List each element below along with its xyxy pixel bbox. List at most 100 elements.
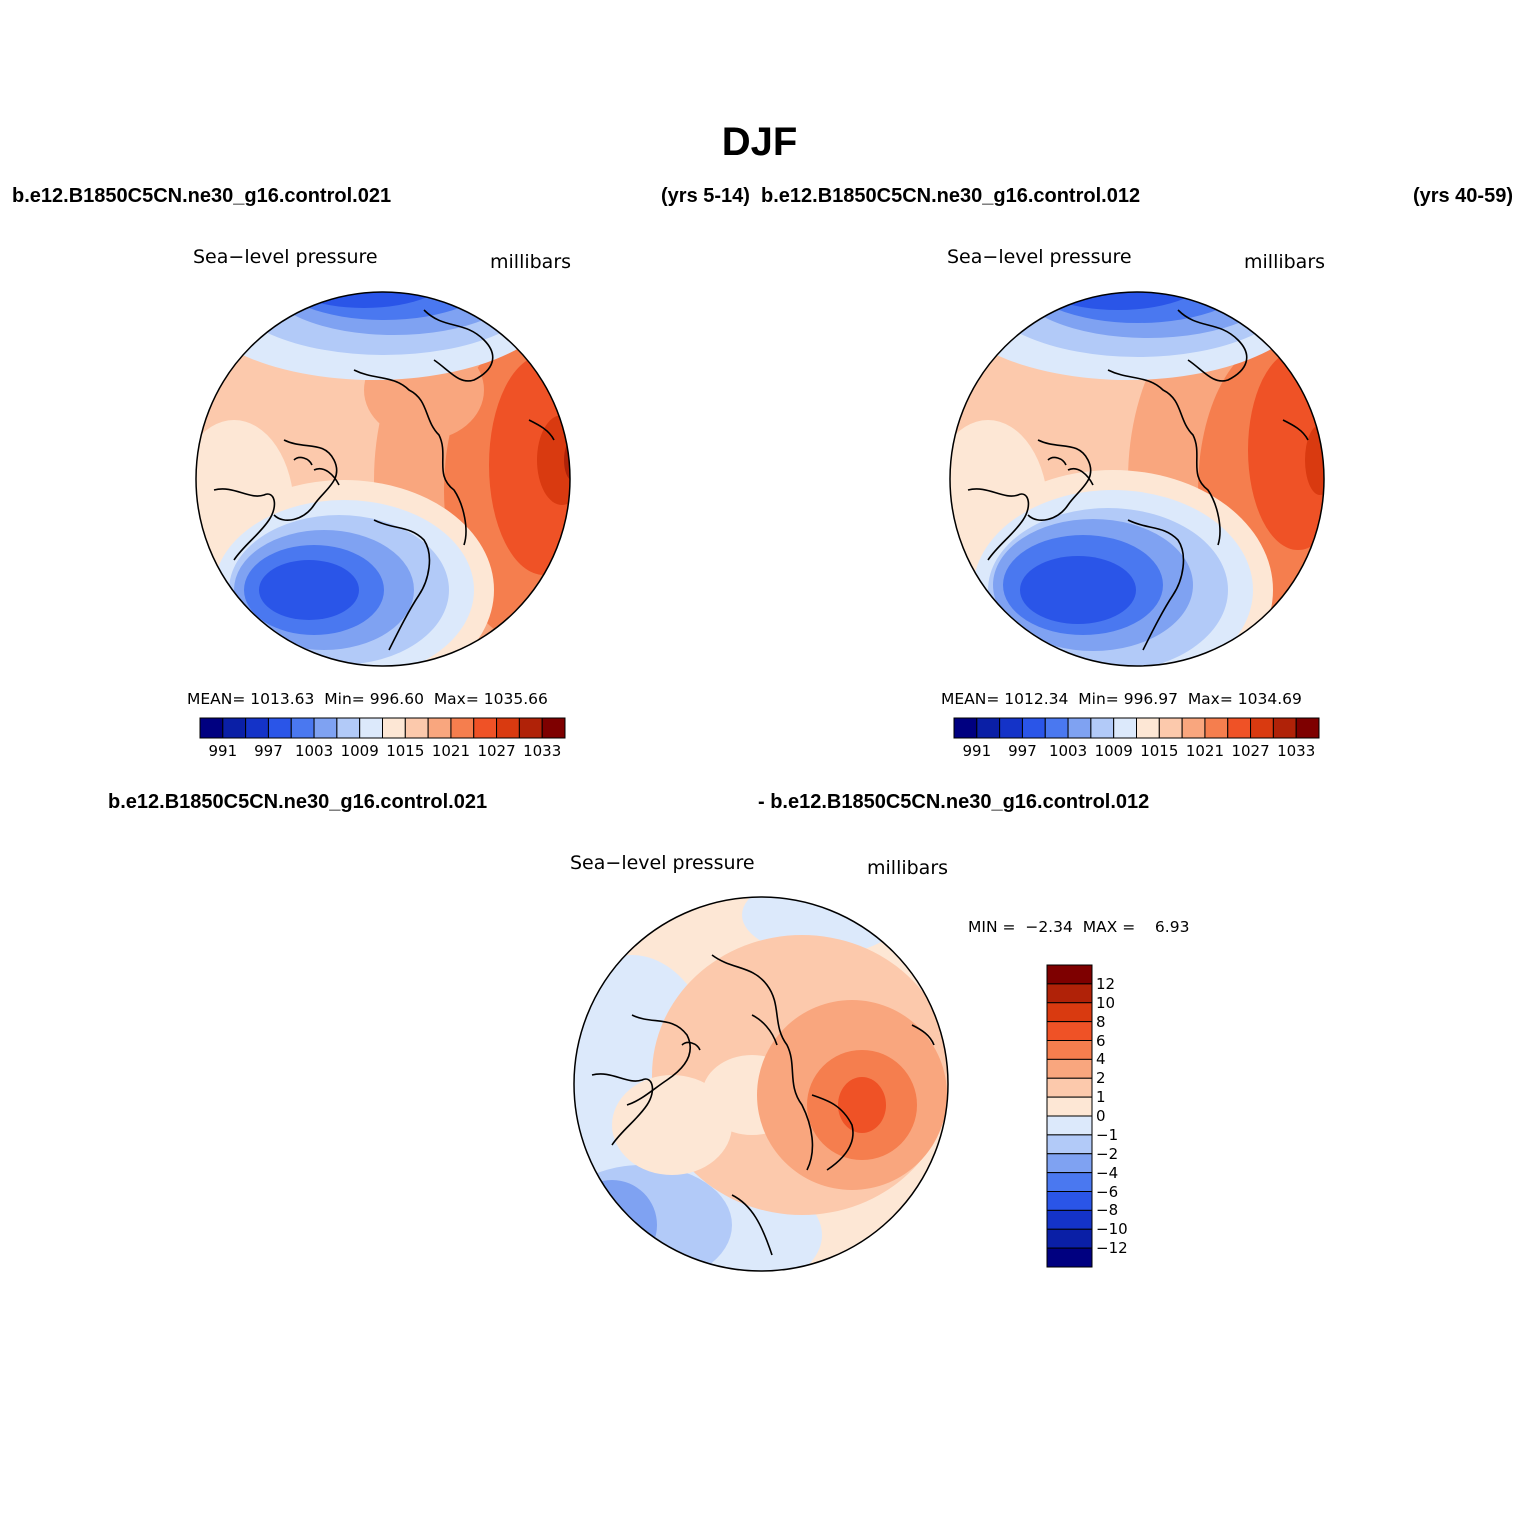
diff-colorbar-swatch	[1046, 1153, 1093, 1174]
diff-min-label: MIN =	[968, 918, 1016, 936]
left-colorbar-tick-label: 991	[208, 742, 238, 760]
right-polar-map	[949, 291, 1325, 667]
right-colorbar-swatch	[1295, 717, 1320, 739]
left-colorbar-swatch	[290, 717, 315, 739]
diff-min-value: −2.34	[1025, 918, 1073, 936]
diff-colorbar-swatch	[1046, 1002, 1093, 1023]
right-colorbar-swatch	[1044, 717, 1069, 739]
diff-colorbar-tick-label: −8	[1096, 1201, 1119, 1220]
right-colorbar-tick-label: 1015	[1140, 742, 1179, 760]
right-case-name: b.e12.B1850C5CN.ne30_g16.control.012	[761, 185, 1141, 207]
right-colorbar-swatch	[1272, 717, 1297, 739]
diff-colorbar-tick-label: −6	[1096, 1182, 1119, 1201]
left-mean-value: 1013.63	[250, 690, 315, 708]
right-min-value: 996.97	[1123, 690, 1178, 708]
diff-colorbar-swatch	[1046, 1058, 1093, 1079]
left-colorbar-tick-label: 1003	[294, 742, 334, 760]
right-case-years: (yrs 40-59)	[1412, 185, 1513, 207]
right-colorbar-labels: 991 997 1003 1009 1015 1021 1027 1033	[954, 742, 1319, 762]
diff-max-value: 6.93	[1154, 918, 1190, 936]
left-colorbar-tick-label: 1033	[523, 742, 562, 760]
right-colorbar-tick-label: 1003	[1048, 742, 1088, 760]
right-colorbar-swatch	[1113, 717, 1138, 739]
diff-colorbar-tick-label: 4	[1096, 1050, 1106, 1069]
left-colorbar-swatch	[427, 717, 452, 739]
diff-colorbar-swatch	[1046, 1096, 1093, 1117]
left-variable-label: Sea−level pressure	[193, 246, 378, 268]
left-stats: MEAN= 1013.63 Min= 996.60 Max= 1035.66	[187, 690, 548, 708]
left-max-label: Max=	[433, 690, 479, 708]
right-colorbar-swatch	[1021, 717, 1046, 739]
diff-polar-map	[573, 896, 949, 1272]
diff-colorbar-swatch	[1046, 1172, 1093, 1193]
right-variable-label: Sea−level pressure	[947, 246, 1132, 268]
diff-max-label: MAX =	[1082, 918, 1136, 936]
left-colorbar-swatch	[518, 717, 543, 739]
left-mean-label: MEAN=	[187, 690, 246, 708]
diff-left-case: b.e12.B1850C5CN.ne30_g16.control.021	[108, 791, 488, 813]
right-colorbar-tick-label: 1009	[1094, 742, 1133, 760]
right-colorbar-swatch	[976, 717, 1001, 739]
diff-colorbar-tick-label: 2	[1096, 1069, 1106, 1088]
left-colorbar-swatch	[199, 717, 224, 739]
diff-colorbar-tick-label: 1	[1096, 1088, 1106, 1107]
diff-right-case: - b.e12.B1850C5CN.ne30_g16.control.012	[758, 791, 1150, 813]
figure-title: DJF	[721, 120, 798, 164]
diff-colorbar-tick-label: −2	[1096, 1144, 1119, 1163]
right-colorbar-swatch	[999, 717, 1023, 739]
right-min-label: Min=	[1078, 690, 1119, 708]
diff-colorbar-swatch	[1046, 1115, 1093, 1136]
left-colorbar	[199, 717, 566, 739]
left-colorbar-swatch	[313, 717, 338, 739]
left-colorbar-swatch	[359, 717, 384, 739]
diff-colorbar-tick-label: −1	[1096, 1125, 1119, 1144]
right-colorbar-tick-label: 1027	[1231, 742, 1270, 760]
left-colorbar-tick-label: 1015	[386, 742, 425, 760]
left-colorbar-swatch	[267, 717, 292, 739]
left-colorbar-swatch	[496, 717, 520, 739]
diff-colorbar-swatch	[1046, 1077, 1093, 1098]
diff-colorbar-swatch	[1046, 1191, 1093, 1211]
right-colorbar-swatch	[1158, 717, 1183, 739]
diff-colorbar-swatch	[1046, 964, 1093, 985]
right-colorbar-tick-label: 1033	[1277, 742, 1316, 760]
diff-colorbar-swatch	[1046, 1228, 1093, 1249]
diff-colorbar-swatch	[1046, 1209, 1093, 1230]
right-colorbar-swatch	[1090, 717, 1115, 739]
diff-colorbar-tick-label: −12	[1096, 1239, 1128, 1258]
diff-colorbar-tick-label: 0	[1096, 1107, 1106, 1125]
left-case-name: b.e12.B1850C5CN.ne30_g16.control.021	[12, 185, 392, 207]
diff-colorbar-tick-label: 8	[1096, 1012, 1106, 1031]
left-colorbar-swatch	[541, 717, 566, 739]
left-colorbar-tick-label: 1009	[340, 742, 379, 760]
left-colorbar-swatch	[382, 717, 406, 739]
diff-colorbar-swatch	[1046, 1040, 1093, 1060]
right-colorbar-swatch	[1250, 717, 1274, 739]
right-colorbar-swatch	[1227, 717, 1252, 739]
diff-colorbar	[1046, 964, 1093, 1268]
diff-colorbar-swatch	[1046, 1021, 1093, 1042]
left-min-label: Min=	[324, 690, 365, 708]
right-max-label: Max=	[1187, 690, 1233, 708]
right-units-label: millibars	[1244, 251, 1326, 273]
diff-colorbar-labels: 12 10 8 6 4 2 1 0 −1 −2 −4 −6 −8 −10 −12	[1096, 965, 1156, 1267]
diff-colorbar-tick-label: 6	[1096, 1031, 1106, 1050]
left-colorbar-swatch	[404, 717, 429, 739]
diff-colorbar-swatch	[1046, 1247, 1093, 1268]
right-colorbar-tick-label: 991	[962, 742, 992, 760]
left-colorbar-tick-label: 1027	[477, 742, 516, 760]
left-colorbar-swatch	[450, 717, 475, 739]
right-colorbar-tick-label: 997	[1008, 742, 1037, 760]
diff-variable-label: Sea−level pressure	[570, 852, 755, 874]
diff-units-label: millibars	[867, 857, 949, 879]
right-colorbar-swatch	[1136, 717, 1160, 739]
left-colorbar-tick-label: 1021	[431, 742, 471, 760]
diff-colorbar-tick-label: 10	[1096, 993, 1116, 1012]
diff-colorbar-tick-label: −10	[1096, 1220, 1128, 1239]
left-min-value: 996.60	[369, 690, 424, 708]
right-colorbar-tick-label: 1021	[1185, 742, 1225, 760]
right-colorbar	[953, 717, 1320, 739]
left-colorbar-swatch	[245, 717, 269, 739]
right-max-value: 1034.69	[1237, 690, 1302, 708]
right-colorbar-swatch	[953, 717, 978, 739]
